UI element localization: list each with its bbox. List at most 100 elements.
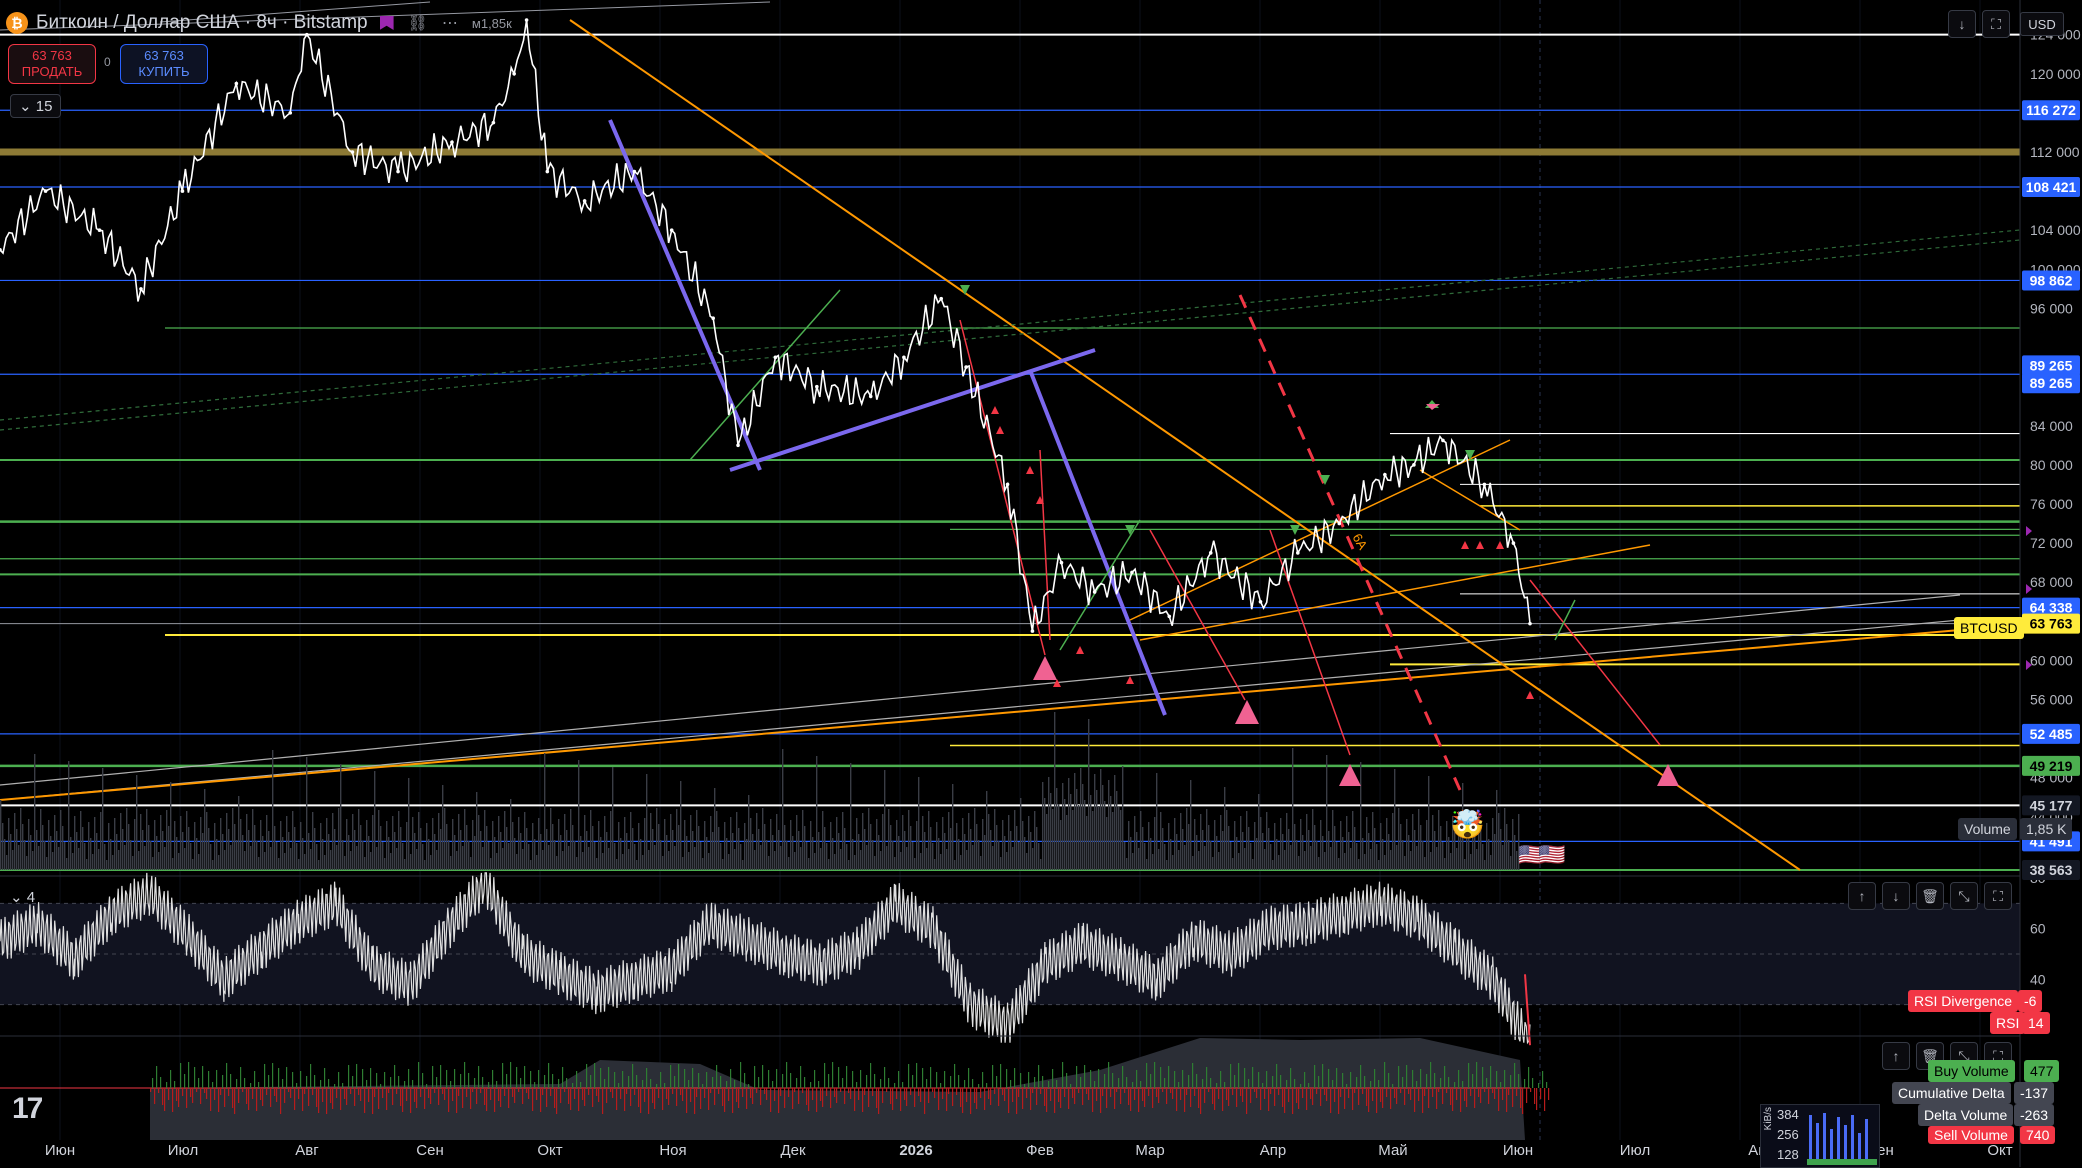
volume-bar [320,823,322,870]
volume-bar [704,821,706,870]
volume-bar [1314,825,1316,870]
delta-bar [1420,1069,1422,1088]
volume-bar [694,847,696,870]
volume-bar [746,839,748,870]
volume-bar [1236,837,1238,870]
volume-bar [72,853,74,870]
delta-bar [1496,1071,1498,1088]
sell-volume-value: 740 [2020,1126,2056,1144]
delta-bar [340,1088,342,1110]
trash-icon[interactable]: 🗑 [1916,882,1944,910]
volume-bar [1480,828,1482,870]
volume-bar [1022,821,1024,870]
volume-bar [200,817,202,870]
delta-bar [1462,1081,1464,1088]
volume-bar [474,836,476,870]
volume-bar [238,796,240,870]
volume-bar [190,843,192,870]
delta-bar [978,1084,980,1088]
link-icon[interactable]: ⛓ [407,15,428,32]
delta-bar [1518,1074,1520,1088]
currency-button[interactable]: USD [2020,12,2064,36]
arrow-up-icon[interactable]: ↑ [1882,1042,1910,1070]
volume-bar [976,824,978,870]
maximize-icon[interactable]: ⛶ [1982,10,2010,38]
volume-bar [806,842,808,870]
delta-bar [1130,1088,1132,1111]
volume-bar [206,812,208,870]
delta-bar [670,1065,672,1088]
delta-bar [1118,1078,1120,1088]
volume-bar [1016,826,1018,870]
volume-bar [834,854,836,870]
delta-bar [460,1074,462,1088]
volume-bar [1154,817,1156,870]
delta-bar [640,1088,642,1113]
volume-bar [1090,795,1092,870]
volume-bar [1182,829,1184,870]
buy-button[interactable]: 63 763 КУПИТЬ [120,44,208,84]
signal-marker [1290,525,1300,535]
delta-bar [1056,1080,1058,1088]
sell-volume-label: Sell Volume [1928,1126,2014,1144]
delta-bar [1090,1070,1092,1088]
delta-bar [248,1088,250,1110]
volume-bar [326,818,328,870]
volume-bar [772,835,774,870]
volume-bar [1486,823,1488,870]
symbol-title[interactable]: Биткоин / Доллар США · 8ч · Bitstamp [36,12,368,33]
delta-bar [742,1088,744,1097]
maximize-icon[interactable]: ⛶ [1984,882,2012,910]
collapse-icon[interactable]: ⤡ [1950,882,1978,910]
signal-triangle [1235,700,1259,724]
volume-bar [664,819,666,870]
delta-bar [1272,1076,1274,1088]
flag-icon[interactable] [379,16,394,30]
delta-bar [912,1075,914,1088]
cumulative-delta-value: -137 [2014,1082,2055,1104]
volume-bar [852,839,854,870]
time-axis-label: Июл [1620,1142,1650,1159]
sell-button[interactable]: 63 763 ПРОДАТЬ [8,44,96,84]
collapse-toggle[interactable]: ⌄ 15 [10,94,62,118]
tradingview-logo[interactable]: 17 [12,1092,43,1125]
volume-bar [36,830,38,870]
arrow-up-icon[interactable]: ↑ [1848,882,1876,910]
delta-bar [764,1088,766,1094]
delta-bar [870,1063,872,1088]
volume-bar [248,830,250,870]
delta-bar [1312,1088,1314,1105]
volume-bar [550,808,552,870]
volume-bar [32,851,34,870]
delta-bar [1314,1065,1316,1088]
volume-bar [176,837,178,870]
volume-bar [508,843,510,870]
delta-bar [864,1088,866,1095]
delta-bar [1156,1088,1158,1097]
delta-bar [1372,1088,1374,1101]
price-tick-label: 68 000 [2030,574,2073,590]
delta-bar [734,1080,736,1088]
delta-bar [1012,1088,1014,1102]
delta-bar [1332,1080,1334,1088]
volume-bar [700,842,702,870]
volume-bar [400,827,402,870]
delta-bar [1354,1088,1356,1093]
delta-bar [194,1067,196,1088]
volume-bar [846,844,848,870]
volume-bar [1110,796,1112,870]
volume-bar [598,821,600,870]
volume-bar [932,843,934,870]
volume-bar [52,852,54,870]
volume-bar [180,816,182,870]
more-icon[interactable]: ⋯ [441,15,458,32]
delta-bar [788,1088,790,1097]
delta-bar [830,1088,832,1108]
delta-bar [688,1080,690,1088]
arrow-down-icon[interactable]: ↓ [1882,882,1910,910]
volume-bar [1056,788,1058,870]
indicator-toggle[interactable]: ⌄ 4 [10,889,36,906]
arrow-down-icon[interactable]: ↓ [1948,10,1976,38]
volume-bar [1274,823,1276,870]
